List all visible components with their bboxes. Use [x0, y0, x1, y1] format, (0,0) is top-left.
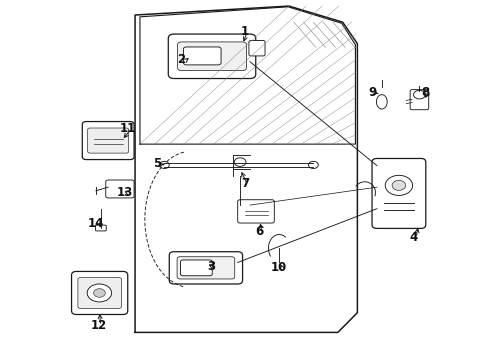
FancyBboxPatch shape [372, 158, 426, 228]
Circle shape [385, 175, 413, 195]
Text: 14: 14 [88, 216, 104, 230]
Text: 5: 5 [153, 157, 161, 170]
Text: 9: 9 [368, 86, 376, 99]
Text: 4: 4 [410, 231, 417, 244]
FancyBboxPatch shape [106, 180, 134, 198]
FancyBboxPatch shape [72, 271, 128, 315]
Text: 2: 2 [177, 53, 186, 66]
Circle shape [234, 158, 246, 166]
Text: 1: 1 [241, 25, 249, 38]
FancyBboxPatch shape [177, 257, 235, 279]
FancyBboxPatch shape [249, 41, 265, 56]
FancyBboxPatch shape [88, 128, 129, 153]
Circle shape [309, 161, 318, 168]
FancyBboxPatch shape [238, 200, 274, 223]
FancyBboxPatch shape [410, 90, 429, 110]
Text: 8: 8 [422, 86, 430, 99]
Circle shape [414, 90, 425, 99]
Circle shape [87, 284, 112, 302]
Text: 7: 7 [241, 177, 249, 190]
Text: 13: 13 [117, 186, 133, 199]
FancyBboxPatch shape [169, 252, 243, 284]
FancyBboxPatch shape [183, 47, 221, 65]
FancyBboxPatch shape [168, 34, 256, 78]
Text: 6: 6 [255, 225, 264, 238]
Text: 3: 3 [207, 260, 215, 273]
Circle shape [159, 161, 169, 168]
FancyBboxPatch shape [96, 225, 106, 231]
FancyBboxPatch shape [180, 260, 212, 276]
FancyBboxPatch shape [78, 278, 122, 309]
Text: 12: 12 [90, 319, 106, 332]
FancyBboxPatch shape [82, 122, 134, 159]
Ellipse shape [376, 95, 387, 109]
Text: 10: 10 [271, 261, 287, 274]
Text: 11: 11 [120, 122, 136, 135]
FancyBboxPatch shape [177, 42, 246, 71]
Circle shape [392, 180, 406, 190]
Circle shape [94, 289, 105, 297]
